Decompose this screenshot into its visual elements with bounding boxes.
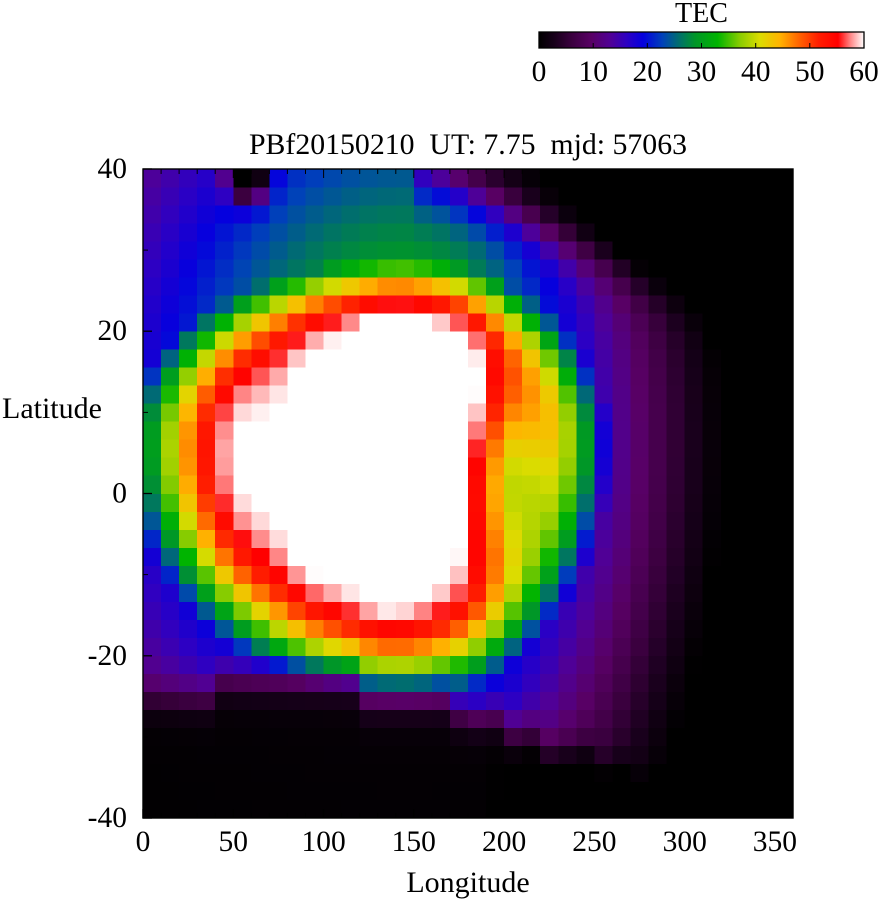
svg-text:100: 100	[301, 826, 345, 858]
svg-text:20: 20	[633, 56, 663, 88]
svg-text:60: 60	[849, 56, 878, 88]
svg-text:350: 350	[753, 826, 797, 858]
svg-text:PBf20150210 UT: 7.75 mjd: 57: PBf20150210 UT: 7.75 mjd: 57063	[249, 128, 687, 161]
svg-text:Longitude: Longitude	[406, 866, 529, 899]
svg-text:300: 300	[663, 826, 707, 858]
svg-text:40: 40	[741, 56, 771, 88]
svg-text:TEC: TEC	[675, 0, 728, 29]
svg-text:40: 40	[98, 153, 128, 185]
svg-text:0: 0	[136, 826, 151, 858]
svg-text:200: 200	[482, 826, 526, 858]
svg-text:10: 10	[578, 56, 608, 88]
svg-text:0: 0	[532, 56, 547, 88]
svg-text:50: 50	[219, 826, 249, 858]
svg-text:0: 0	[112, 478, 127, 510]
svg-text:30: 30	[687, 56, 717, 88]
svg-text:-20: -20	[88, 640, 127, 672]
svg-text:250: 250	[572, 826, 616, 858]
svg-text:50: 50	[795, 56, 825, 88]
svg-text:Latitude: Latitude	[2, 392, 102, 425]
svg-text:-40: -40	[88, 802, 127, 834]
svg-text:150: 150	[392, 826, 436, 858]
svg-text:20: 20	[98, 315, 128, 347]
